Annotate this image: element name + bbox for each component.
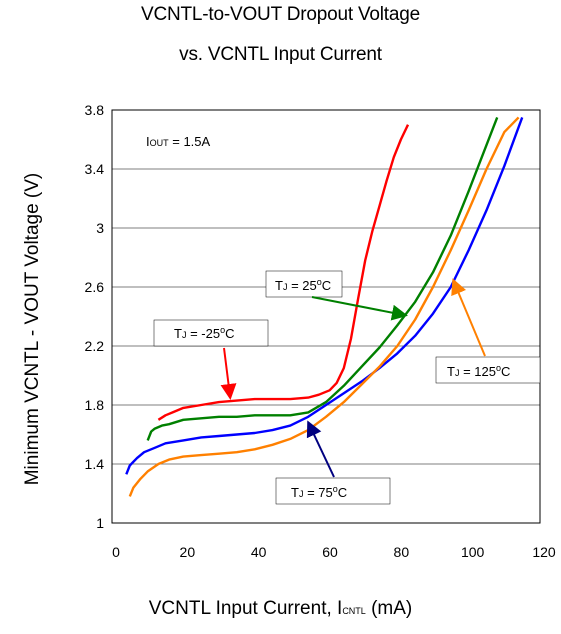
plot-frame [111, 109, 541, 524]
tj-m25-label: TJ = -25oC [174, 325, 234, 341]
y-tick-label: 1.8 [85, 397, 105, 413]
tj-25-arrow [311, 296, 408, 321]
tj-25-box [265, 270, 343, 298]
tj-125-box [435, 356, 541, 384]
y-tick-label: 3.8 [85, 102, 105, 118]
tj-75-label: TJ = 75oC [291, 484, 347, 500]
x-tick-label: 20 [180, 544, 196, 560]
y-axis-label: Minimum VCNTL - VOUT Voltage (V) [22, 173, 43, 486]
tj-75-arrow [306, 420, 335, 478]
x-tick-label: 0 [112, 544, 120, 560]
series-line-2 [125, 116, 524, 475]
tj-125-label: TJ = 125oC [447, 363, 510, 379]
tj-25-label: TJ = 25oC [275, 277, 331, 293]
tick-labels: 1 1.4 1.8 2.2 2.6 3 3.4 3.8 0 20 40 60 80 100 120 [85, 102, 556, 560]
x-tick-label: 60 [322, 544, 338, 560]
x-tick-label: 120 [532, 544, 556, 560]
y-tick-label: 1 [96, 515, 104, 531]
tj-75-box [275, 477, 391, 505]
x-tick-label: 80 [394, 544, 410, 560]
tj-125-arrow [451, 278, 486, 357]
series-lines [125, 116, 524, 497]
series-line-1 [146, 116, 499, 441]
series-line-3 [128, 116, 520, 497]
y-tick-label: 2.6 [85, 279, 105, 295]
iout-label: IOUT = 1.5A [146, 134, 211, 149]
y-tick-label: 2.2 [85, 338, 105, 354]
x-tick-label: 100 [461, 544, 485, 560]
tj-m25-box [153, 319, 269, 347]
x-tick-label: 40 [251, 544, 267, 560]
y-tick-label: 1.4 [85, 456, 105, 472]
annotations: IOUT = 1.5A TJ = -25oC TJ = 25oC TJ = 75… [146, 134, 541, 505]
chart-title-line1: VCNTL-to-VOUT Dropout Voltage [141, 4, 420, 25]
y-tick-label: 3 [96, 220, 104, 236]
y-tick-label: 3.4 [85, 161, 105, 177]
chart-title-line2: vs. VCNTL Input Current [179, 44, 382, 65]
series-line-0 [157, 124, 410, 421]
tj-m25-arrow [220, 347, 237, 400]
x-axis-label: VCNTL Input Current, ICNTL (mA) [148, 598, 413, 619]
